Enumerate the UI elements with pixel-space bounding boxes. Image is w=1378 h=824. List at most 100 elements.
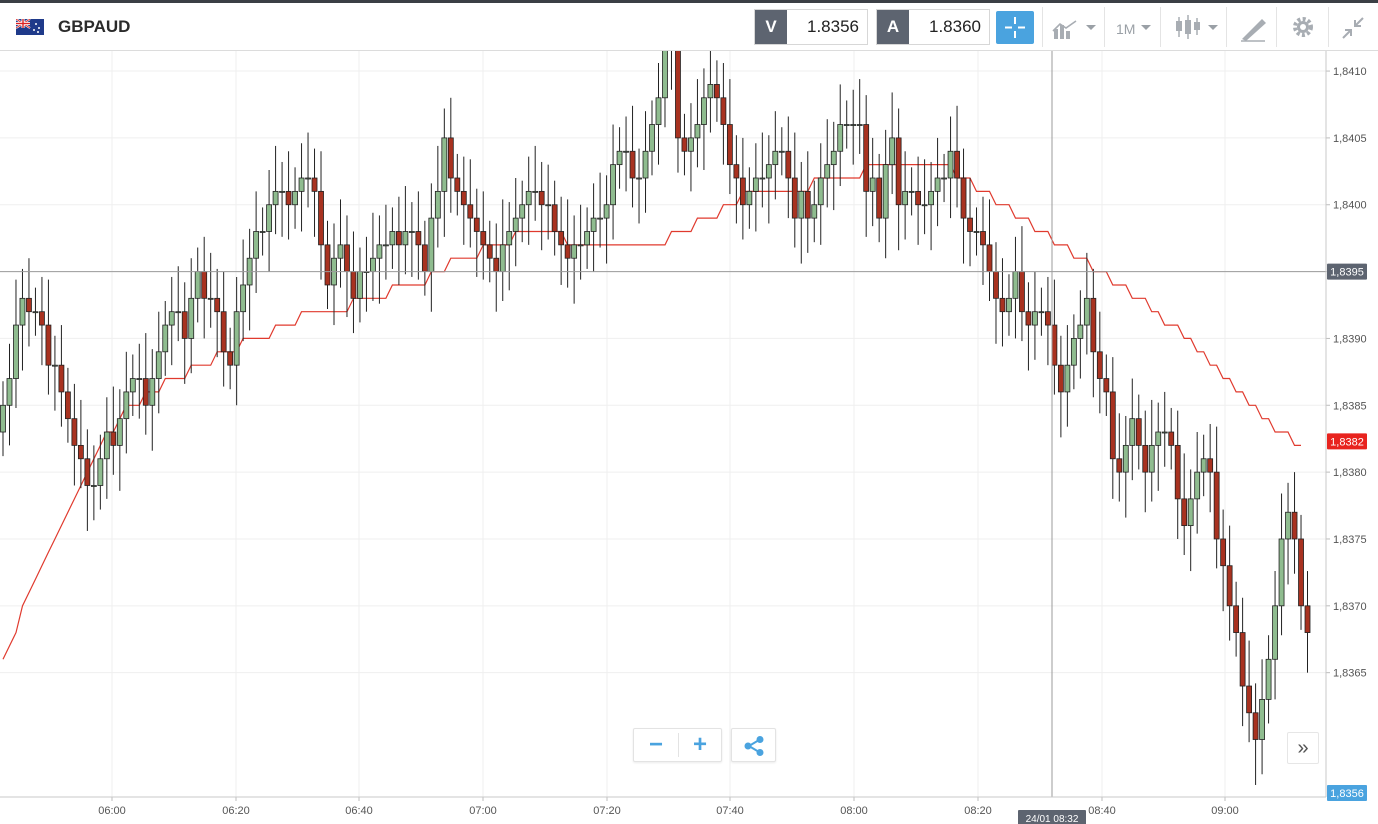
candle [882, 129, 889, 259]
candle [863, 95, 870, 237]
candle [649, 100, 655, 176]
candle-body [1148, 444, 1155, 473]
candle-body [136, 378, 143, 380]
settings-button[interactable] [1288, 9, 1318, 45]
candle [1226, 525, 1233, 641]
candle-body [337, 244, 344, 259]
candle-body [285, 190, 292, 206]
candle-body [649, 124, 655, 152]
candle-body [77, 444, 84, 460]
candle [876, 153, 883, 243]
indicators-button[interactable] [1050, 9, 1100, 45]
candle-body [168, 311, 175, 326]
candle-body [52, 364, 58, 367]
candle-body [746, 190, 753, 206]
candle-body [1155, 431, 1162, 446]
candle-body [1291, 511, 1298, 540]
toolbar-separator [1104, 7, 1105, 47]
candle [26, 258, 32, 347]
chart-type-button[interactable] [1172, 9, 1222, 45]
scroll-to-latest-button[interactable]: » [1287, 732, 1319, 764]
candle [58, 325, 65, 427]
candle [636, 148, 642, 224]
candle-body [636, 177, 642, 180]
candle [519, 180, 526, 243]
candle [434, 145, 441, 248]
candle [77, 399, 84, 489]
candle [467, 159, 474, 248]
chart-toolbar: GBPAUD V 1.8356 A 1.8360 [0, 3, 1378, 51]
candle [129, 354, 136, 416]
candle [1168, 407, 1175, 470]
drawing-tools-button[interactable] [1238, 9, 1268, 45]
candle [694, 79, 701, 168]
candle-body [889, 137, 896, 166]
candle [616, 127, 623, 189]
candle [772, 111, 779, 200]
candle [408, 202, 415, 277]
candle-body [19, 297, 26, 326]
buy-quote-button[interactable]: A 1.8360 [876, 9, 990, 45]
candle-body [207, 297, 214, 300]
candle [45, 279, 52, 395]
candle [1285, 482, 1291, 585]
candle [1032, 271, 1038, 360]
candle [214, 268, 221, 358]
candlestick-chart[interactable]: 1,8365 1,8370 1,8375 1,8380 1,8385 1,8390 1,83… [0, 51, 1378, 824]
timeframe-select[interactable]: 1M [1116, 21, 1136, 37]
candle [817, 143, 824, 245]
candle-body [103, 431, 110, 460]
candle [1187, 469, 1194, 572]
candle-body [324, 244, 331, 286]
candle [1109, 357, 1116, 499]
candle [980, 196, 986, 285]
candle-body [895, 137, 902, 206]
candle [19, 268, 26, 371]
candle [1272, 571, 1278, 700]
toolbar-separator [1160, 7, 1161, 47]
candle [370, 212, 376, 302]
candle-body [915, 190, 922, 206]
candle [1207, 424, 1214, 513]
share-button[interactable] [731, 728, 776, 762]
candle-body [110, 431, 117, 446]
candle [538, 161, 545, 251]
moving-average-line [2, 163, 1301, 660]
candle-body [357, 271, 363, 299]
candle [344, 215, 350, 318]
candle [746, 167, 753, 229]
candle [1083, 252, 1090, 355]
zoom-out-button[interactable]: − [648, 731, 663, 758]
collapse-button[interactable] [1338, 9, 1368, 45]
candle-body [532, 190, 539, 193]
candle [298, 143, 305, 232]
zoom-in-button[interactable]: + [692, 731, 707, 758]
candle [357, 247, 363, 323]
candle [350, 231, 357, 334]
y-tick-label: 1,8385 [1333, 400, 1367, 412]
candle-body [1278, 538, 1285, 607]
candle-body [1226, 565, 1233, 607]
y-tick-label: 1,8375 [1333, 534, 1367, 546]
candle-body [13, 324, 19, 379]
candle [1213, 426, 1220, 569]
candle-body [395, 231, 402, 246]
candle [0, 381, 6, 457]
candle [376, 215, 383, 304]
crosshair-button[interactable] [996, 11, 1034, 44]
candle [670, 51, 672, 90]
candle-body [162, 324, 169, 353]
candle [765, 135, 772, 224]
axes: 1,8365 1,8370 1,8375 1,8380 1,8385 1,8390 1,83… [0, 51, 1367, 824]
candle [1090, 268, 1097, 398]
candle-body [980, 231, 986, 246]
last-price-tag-bg [1327, 784, 1367, 801]
sell-quote-button[interactable]: V 1.8356 [754, 9, 868, 45]
candle-body [499, 244, 506, 272]
candle [207, 252, 214, 328]
x-tick-label: 08:20 [964, 805, 992, 817]
candle-body [882, 164, 889, 219]
candle [1103, 354, 1110, 416]
candle [869, 137, 876, 227]
candle-body [714, 84, 720, 99]
